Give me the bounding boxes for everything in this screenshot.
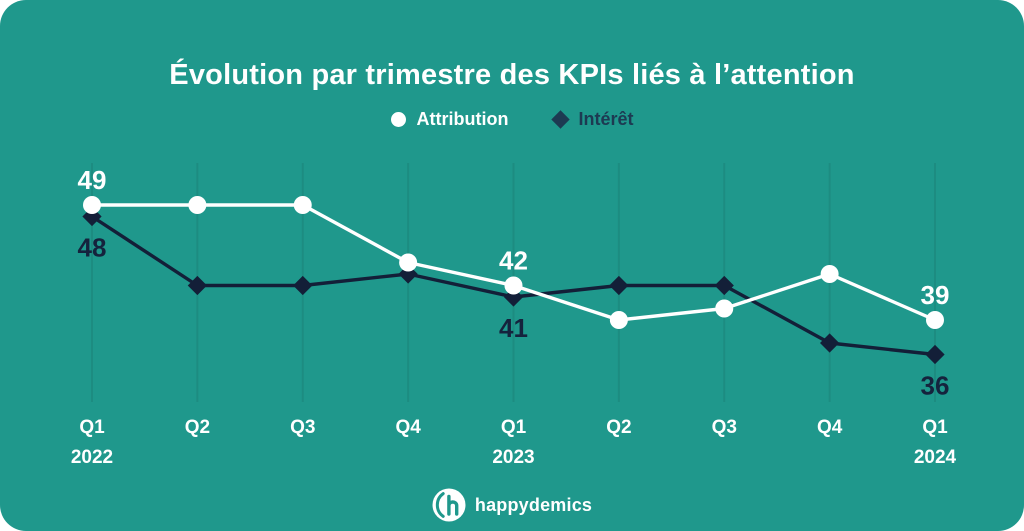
legend-label-attribution: Attribution [416,109,509,129]
legend-item-attribution: Attribution [390,109,509,130]
brand-name: happydemics [474,494,593,515]
interest-point-marker [820,333,840,353]
x-axis-label: Q2 [606,417,631,438]
x-axis-label: Q1 [501,417,527,438]
interest-point-marker [609,275,629,296]
x-axis-label: Q3 [290,417,315,438]
happydemics-logo-icon [432,488,466,522]
x-axis-label: Q3 [712,417,737,438]
legend-label-interest: Intérêt [578,109,634,129]
footer: happydemics [0,488,1024,522]
x-axis-label: Q2 [185,417,210,438]
point-value-label: 48 [78,233,107,263]
interest-point-marker [187,275,207,296]
point-value-label: 36 [921,371,950,401]
point-value-label: 49 [78,165,107,195]
chart-title: Évolution par trimestre des KPIs liés à … [169,59,855,91]
attribution-point-marker [399,253,418,272]
interest-point-marker [714,275,734,296]
legend: Attribution Intérêt [0,109,1024,130]
point-value-label: 42 [499,246,528,276]
x-axis-label: Q4 [817,417,843,438]
circle-marker-icon [390,112,406,127]
attribution-point-marker [188,196,207,214]
attribution-point-marker [504,276,523,295]
attribution-point-marker [83,196,101,214]
x-axis-year-label: 2024 [914,447,957,468]
legend-item-interest: Intérêt [551,109,634,130]
attribution-point-marker [820,265,839,283]
x-axis-label: Q1 [79,417,105,438]
attribution-point-marker [926,311,944,329]
attribution-point-marker [715,299,734,318]
point-value-label: 39 [921,280,950,310]
point-value-label: 41 [499,313,528,343]
x-axis-label: Q1 [922,417,948,438]
interest-point-marker [925,344,945,365]
x-axis-year-label: 2022 [71,447,113,468]
attribution-point-marker [609,311,628,329]
interest-point-marker [293,275,313,296]
attribution-point-marker [293,196,312,214]
x-axis-year-label: 2023 [492,447,534,468]
x-axis-label: Q4 [395,417,421,438]
